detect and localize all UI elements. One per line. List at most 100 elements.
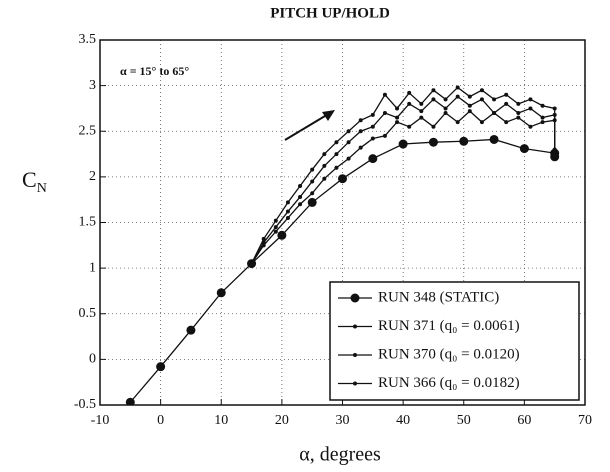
y-tick-label: 2 [89,169,96,184]
y-axis-label: CN [22,167,47,196]
point [322,152,327,157]
plot [125,85,560,405]
point [552,106,557,111]
point [467,109,472,114]
point [504,120,509,125]
plot-frame [99,39,586,406]
legend-label: RUN 370 (q₀ = 0.0120) [378,346,520,362]
point [431,124,436,129]
point [310,179,315,184]
point [334,140,339,145]
point [395,106,400,111]
point [307,197,317,207]
point [285,200,290,205]
y-tick-label: 0 [89,352,96,367]
point [358,118,363,123]
point [382,133,387,138]
point [358,145,363,150]
point [428,137,438,147]
annotation: α = 15° to 65° [120,64,189,78]
point [479,97,484,102]
y-tick-label: 3.5 [79,32,97,47]
point [443,111,448,115]
point [552,154,557,159]
point [431,97,436,102]
point [552,147,557,152]
x-tick-label: 30 [336,413,350,428]
y-tick-label: 0.5 [79,306,97,321]
point [216,288,226,298]
point [540,103,545,108]
point [492,111,497,115]
y-tick-label: -0.5 [74,397,96,412]
x-tick-label: 50 [457,413,471,428]
point [285,209,290,214]
point [358,129,363,134]
point [419,109,424,114]
y-tick-label: 3 [89,78,96,93]
point [156,362,166,372]
point [370,112,375,117]
arrow [284,112,331,141]
point [261,236,266,241]
chart-title: PITCH UP/HOLD [270,5,390,21]
point [186,325,196,335]
point [277,230,287,240]
point [467,103,472,108]
point [516,111,521,115]
point [125,397,135,405]
y-tick-label: 2.5 [79,123,97,138]
point [443,106,448,111]
point [370,136,375,141]
y-tick-label: 1.5 [79,215,97,230]
point [419,101,424,106]
point [310,167,315,172]
series-line [129,138,556,403]
point [528,97,533,102]
point [519,144,529,154]
point [334,152,339,157]
x-tick-label: 10 [214,413,228,428]
point [310,191,315,196]
arrowhead [322,110,335,121]
point [504,101,509,106]
point [346,140,351,145]
point [273,218,278,223]
point [370,124,375,129]
y-label-main: C [22,167,37,192]
point [528,124,533,129]
point [407,101,412,106]
point [249,261,254,266]
point [382,92,387,97]
point [298,202,303,207]
point [443,97,448,102]
x-axis-label: α, degrees [299,444,381,466]
point [322,163,327,168]
point [516,115,521,120]
point [273,225,278,230]
point [540,120,545,125]
point [273,229,278,234]
legend-label: RUN 366 (q₀ = 0.0182) [378,375,520,391]
legend-label: RUN 371 (q₀ = 0.0061) [378,318,520,334]
x-tick-label: -10 [91,413,110,428]
point [492,97,497,102]
point [285,215,290,220]
point [407,90,412,95]
point [540,115,545,120]
x-tick-label: 20 [275,413,289,428]
legend-box [329,281,580,401]
point [504,92,509,97]
point [459,136,469,146]
point [346,129,351,134]
x-tick-label: 40 [396,413,410,428]
point [368,154,378,164]
point [455,94,460,99]
point [382,111,387,115]
point [395,120,400,125]
point [407,124,412,129]
legend-label: RUN 348 (STATIC) [378,289,499,305]
point [419,115,424,120]
point [346,156,351,161]
